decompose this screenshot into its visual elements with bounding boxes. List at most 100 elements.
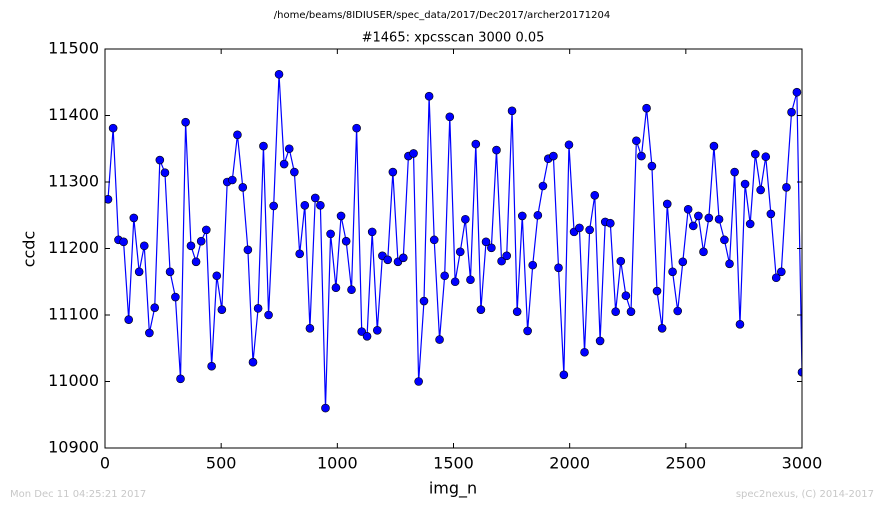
x-tick-label: 2500: [665, 454, 706, 473]
point: [347, 285, 356, 295]
point: [248, 357, 258, 367]
point: [528, 260, 538, 270]
point: [341, 236, 351, 246]
point: [554, 263, 563, 273]
point: [792, 87, 802, 97]
y-tick-label: 11500: [48, 39, 99, 58]
y-tick-label: 11400: [48, 105, 99, 124]
point: [238, 183, 248, 192]
point: [678, 257, 688, 267]
point: [720, 235, 729, 245]
point: [771, 273, 781, 283]
point: [492, 145, 501, 155]
point: [683, 204, 693, 214]
point: [575, 223, 584, 233]
point: [735, 320, 745, 329]
point: [714, 214, 724, 224]
point: [611, 307, 620, 316]
point: [419, 296, 429, 306]
point: [372, 325, 382, 335]
point: [429, 235, 439, 245]
point: [668, 267, 677, 277]
point: [336, 211, 346, 221]
point: [362, 331, 372, 341]
point: [580, 347, 589, 357]
y-tick-label: 11000: [48, 371, 99, 390]
point: [352, 123, 361, 133]
point: [647, 161, 657, 171]
point: [284, 144, 294, 154]
point: [367, 227, 377, 237]
point: [171, 292, 180, 302]
point: [399, 253, 408, 263]
point: [730, 167, 739, 177]
point: [134, 267, 144, 277]
point: [445, 112, 455, 122]
chart-title: #1465: xpcsscan 3000 0.05: [362, 31, 545, 46]
point: [745, 219, 755, 229]
point: [704, 213, 714, 223]
point: [176, 374, 185, 384]
point: [777, 267, 786, 277]
point: [139, 241, 149, 251]
point: [191, 257, 201, 267]
point: [590, 191, 600, 200]
point: [632, 136, 641, 146]
point: [155, 155, 165, 165]
point: [165, 267, 175, 277]
point: [455, 247, 465, 257]
point: [253, 304, 263, 313]
point: [606, 218, 615, 228]
point: [766, 209, 776, 219]
x-tick-label: 3000: [782, 454, 823, 473]
point: [145, 328, 154, 338]
point: [150, 303, 160, 312]
point: [331, 283, 341, 293]
point: [512, 307, 522, 316]
point: [160, 168, 170, 177]
point: [279, 159, 289, 169]
point: [642, 103, 651, 113]
y-axis-label: ccdc: [20, 231, 39, 268]
point: [124, 315, 133, 324]
point: [709, 141, 719, 151]
point: [212, 271, 222, 281]
point: [538, 181, 548, 191]
point: [316, 200, 325, 210]
point: [481, 237, 491, 247]
point: [797, 367, 802, 377]
point: [321, 403, 330, 413]
point: [450, 277, 460, 287]
point: [466, 275, 475, 285]
point: [108, 123, 118, 133]
x-tick-label: 0: [100, 454, 110, 473]
point: [657, 323, 667, 333]
plot-area: [105, 69, 802, 413]
x-tick-label: 1000: [317, 454, 358, 473]
series-line: [107, 74, 802, 409]
point: [782, 183, 791, 192]
point: [435, 335, 444, 344]
point: [476, 305, 486, 314]
point: [673, 306, 683, 316]
point: [533, 210, 543, 220]
point: [787, 107, 796, 117]
point: [637, 151, 646, 161]
point: [228, 175, 237, 185]
point: [595, 336, 605, 346]
point: [326, 229, 335, 239]
point: [652, 286, 662, 296]
point: [414, 377, 423, 386]
point: [196, 236, 206, 246]
point: [201, 225, 211, 235]
point: [688, 221, 698, 231]
y-tick-label: 10900: [48, 438, 99, 457]
point: [217, 305, 227, 314]
point: [740, 179, 750, 189]
point: [424, 91, 434, 101]
footer-left: Mon Dec 11 04:25:21 2017: [10, 489, 146, 500]
point: [440, 271, 449, 281]
point: [259, 141, 268, 151]
point: [761, 152, 771, 162]
point: [756, 185, 765, 195]
